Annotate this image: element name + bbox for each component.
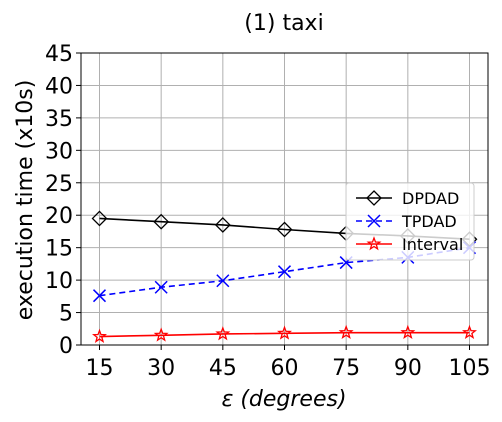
y-tick-label: 20 xyxy=(45,204,73,229)
chart-title: (1) taxi xyxy=(244,11,323,36)
y-tick-label: 40 xyxy=(45,74,73,99)
legend: DPDAD TPDAD Interval xyxy=(345,182,475,261)
y-tick-label: 30 xyxy=(45,139,73,164)
x-tick-label: 15 xyxy=(86,356,114,381)
data-point-dpdad xyxy=(276,221,293,238)
data-point-tpdad xyxy=(277,265,292,279)
data-point-tpdad xyxy=(216,274,230,288)
y-axis: 0 5 10 15 20 25 30 35 40 45 xyxy=(45,42,81,359)
data-point-interval xyxy=(92,328,107,343)
x-tick-label: 105 xyxy=(449,356,491,381)
y-tick-label: 25 xyxy=(45,172,73,197)
legend-label-interval: Interval xyxy=(402,235,463,254)
legend-label-dpdad: DPDAD xyxy=(402,189,459,208)
data-point-dpdad xyxy=(153,213,170,230)
y-tick-label: 0 xyxy=(59,334,73,359)
data-point-interval xyxy=(400,324,416,340)
x-tick-label: 75 xyxy=(332,356,360,381)
y-tick-label: 5 xyxy=(59,302,73,327)
data-point-interval xyxy=(215,326,231,341)
data-point-interval xyxy=(462,324,477,340)
marker-stroke xyxy=(367,214,381,228)
data-point-interval xyxy=(338,324,354,340)
legend-marker-tpdad xyxy=(367,214,381,228)
y-axis-label: execution time (x10s) xyxy=(13,80,38,321)
x-tick-label: 30 xyxy=(147,356,175,381)
x-tick-label: 90 xyxy=(394,356,422,381)
data-point-interval xyxy=(153,327,169,342)
marker-stroke xyxy=(277,265,292,279)
marker-stroke xyxy=(216,274,230,288)
x-axis-label: ε (degrees) xyxy=(221,387,346,412)
y-tick-label: 35 xyxy=(45,107,73,132)
legend-marker-dpdad xyxy=(366,190,382,206)
legend-label-tpdad: TPDAD xyxy=(401,212,457,231)
x-tick-label: 45 xyxy=(209,356,237,381)
y-tick-label: 45 xyxy=(45,42,73,67)
y-tick-label: 10 xyxy=(45,269,73,294)
x-axis: 15 30 45 60 75 90 105 xyxy=(86,345,491,381)
x-axis-label-unit: (degrees) xyxy=(240,387,346,412)
marker-stroke xyxy=(92,289,107,303)
x-tick-label: 60 xyxy=(271,356,299,381)
series-line-interval xyxy=(99,331,470,338)
data-point-interval xyxy=(277,325,292,340)
data-point-tpdad xyxy=(154,280,168,294)
data-point-dpdad xyxy=(91,210,108,227)
data-point-dpdad xyxy=(214,217,231,233)
y-tick-label: 15 xyxy=(45,237,73,262)
legend-box xyxy=(345,182,475,261)
data-point-tpdad xyxy=(92,289,107,303)
marker-stroke xyxy=(154,280,168,294)
x-axis-label-symbol: ε xyxy=(221,387,233,412)
legend-marker-interval xyxy=(366,236,382,251)
